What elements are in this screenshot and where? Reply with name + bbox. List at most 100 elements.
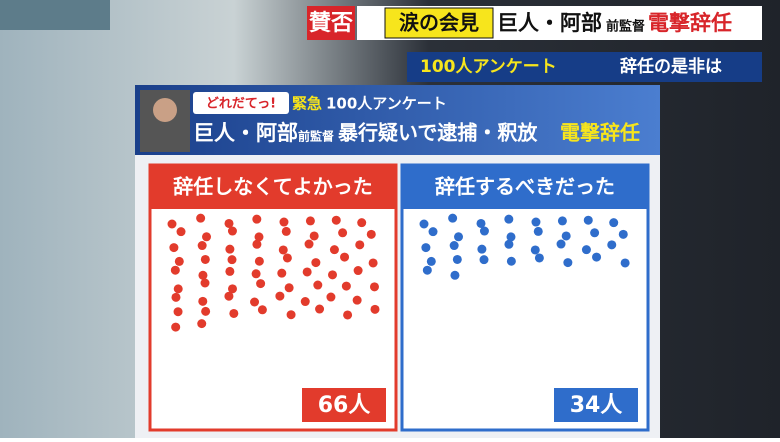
dot [609,218,619,228]
dot [477,244,487,254]
dot [202,232,212,242]
dot [476,218,486,228]
dot [176,227,186,237]
dot [224,218,234,228]
dot [282,253,292,263]
logo: どれだてっ! [206,97,276,112]
dot [169,243,179,253]
dot [620,258,630,268]
dot [531,217,541,227]
dot [227,284,237,294]
dot [252,214,262,224]
dot [590,228,600,238]
dot [561,231,571,241]
dot [557,216,567,226]
count-box [554,388,638,422]
dot [343,310,353,320]
dot [279,217,289,227]
dot [315,304,325,314]
line1-emph: 電撃辞任 [560,121,640,145]
headline2: 電撃辞任 [648,11,732,35]
dot [563,258,573,268]
dot [530,245,540,255]
tag1: 賛否 [309,11,353,36]
dot [278,245,288,255]
dot [581,245,591,255]
dot [254,256,264,266]
dot [197,241,207,251]
dot [252,239,262,249]
dot [326,292,336,302]
dot [227,255,237,265]
kicker-rest: 100人アンケート [326,95,447,113]
kicker: 緊急 [292,95,322,113]
dot [479,255,489,265]
dot [368,258,378,268]
line1: 巨人・阿部 [193,121,298,145]
dot [313,280,323,290]
dot [352,295,362,305]
panel [400,163,650,432]
dot [302,267,312,277]
headline-small: 前監督 [606,19,645,35]
count-box [302,388,386,422]
tag2: 涙の会見 [399,11,479,35]
dot [452,254,462,264]
dot [167,219,177,229]
dot [198,296,208,306]
sub1: 100人アンケート [420,57,557,77]
dot [618,229,628,239]
dot [300,297,310,307]
dot [353,266,363,276]
dot [250,297,260,307]
dot [227,226,237,236]
tag-box [307,6,355,40]
dot [225,266,235,276]
dot [328,270,338,280]
dot [421,243,431,253]
dot [198,270,208,280]
dot [449,241,459,251]
dot [229,308,239,318]
dot [224,291,234,301]
category-label: 辞任するべきだった [435,175,615,199]
dot [200,254,210,264]
dot [422,265,432,275]
tag2-box [384,7,494,39]
dot [428,227,438,237]
dot [197,319,207,329]
dot [256,279,266,289]
dot [357,218,367,228]
count-label: 66人 [318,393,371,418]
dot [305,216,315,226]
dot [277,268,287,278]
dot [504,239,514,249]
sub-box [407,52,762,82]
dot [196,213,206,223]
dot [251,269,261,279]
dot [506,256,516,266]
dot [171,322,181,332]
dot [171,292,181,302]
line1-small: 前監督 [298,129,334,144]
dot [479,226,489,236]
dot [556,239,566,249]
dot [173,307,183,317]
dot [583,215,593,225]
dot [174,256,184,266]
dot [369,282,379,292]
dot [419,219,429,229]
dot [533,226,543,236]
dot [355,240,365,250]
dot [331,215,341,225]
dot [506,232,516,242]
dot [281,226,291,236]
category-label: 辞任しなくてよかった [173,175,372,199]
dot [254,232,264,242]
dot [370,304,380,314]
count-label: 34人 [570,393,623,418]
dot [201,306,211,316]
headline1: 巨人・阿部 [497,11,602,35]
